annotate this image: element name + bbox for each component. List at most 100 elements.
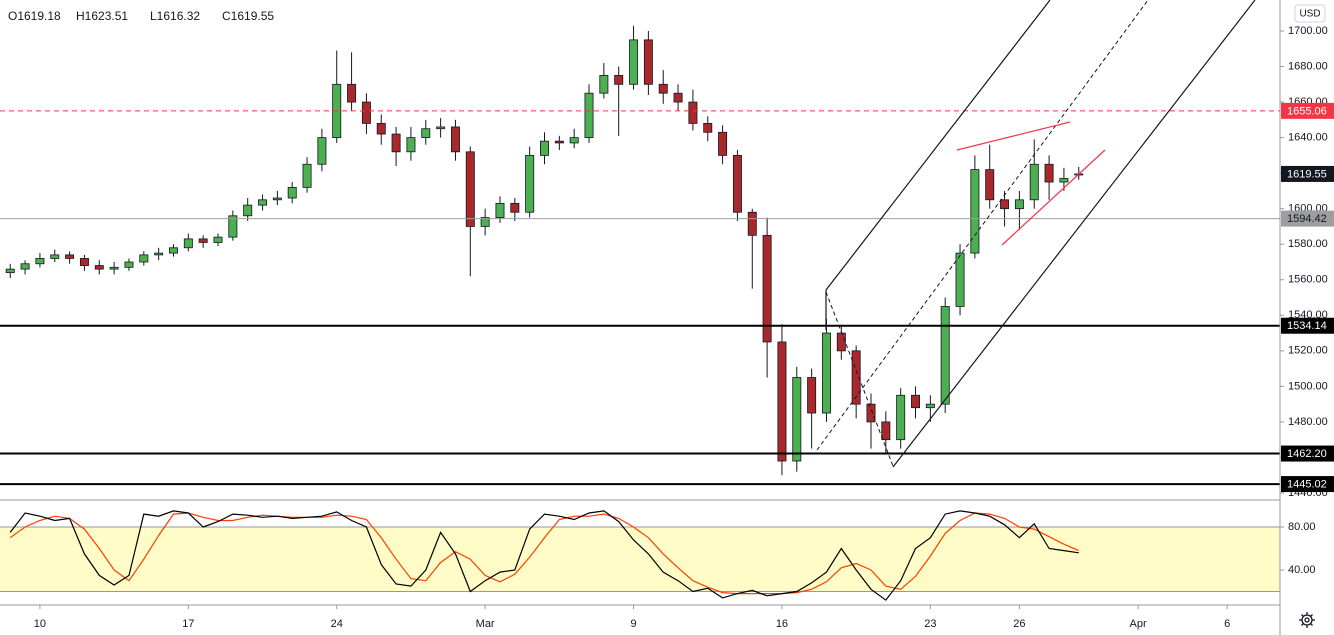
x-tick-label: 16	[776, 618, 788, 630]
candle-body	[50, 254, 60, 259]
x-tick-label: 23	[924, 618, 936, 630]
oscillator-panel	[0, 510, 1280, 601]
ohlc-legend: O1619.18 H1623.51 L1616.32 C1619.55	[8, 9, 274, 23]
price-badge-label: 1462.20	[1287, 448, 1327, 460]
channel-lower	[892, 0, 1256, 468]
x-tick-label: 10	[34, 618, 46, 630]
candle-body	[614, 75, 624, 85]
candle-body	[183, 238, 193, 249]
candle-body	[807, 377, 817, 414]
y-tick-label: 1500.00	[1288, 380, 1328, 392]
candle-body	[1014, 199, 1024, 210]
y-tick-label: 40.00	[1288, 564, 1316, 576]
candle-body	[658, 83, 668, 94]
candle-body	[391, 133, 401, 153]
price-badge-label: 1445.02	[1287, 478, 1327, 490]
candle-body	[718, 131, 728, 156]
candle-body	[213, 236, 223, 243]
candle-body	[1000, 199, 1010, 210]
candle-body	[866, 403, 876, 423]
candle-body	[569, 137, 579, 144]
candle-body	[302, 163, 312, 188]
wedge-upper	[956, 121, 1071, 151]
candle-body	[5, 268, 15, 274]
candle-body	[792, 377, 802, 462]
band	[0, 526, 1280, 592]
candle-body	[925, 403, 935, 409]
price-badge-label: 1534.14	[1287, 320, 1327, 332]
price-badge	[1281, 165, 1334, 182]
candle-body	[985, 169, 995, 201]
y-tick-label: 1700.00	[1288, 25, 1328, 37]
candle-body	[510, 202, 520, 213]
candle-body	[747, 211, 757, 236]
oscillator-line	[9, 510, 1079, 601]
x-tick-label: 26	[1013, 618, 1025, 630]
candle-body	[970, 169, 980, 254]
candle-body	[554, 140, 564, 144]
currency: USD	[1299, 9, 1320, 20]
price-badge	[1281, 210, 1334, 227]
candle-body	[777, 341, 787, 462]
candle-body	[732, 154, 742, 213]
candle-body	[317, 137, 327, 165]
candle-body	[599, 75, 609, 94]
candle-body	[821, 332, 831, 414]
candle-body	[258, 199, 268, 206]
candle-body	[940, 306, 950, 405]
y-tick-label: 80.00	[1288, 521, 1316, 533]
settings-icon[interactable]	[1299, 612, 1315, 628]
candle-body	[35, 258, 45, 265]
channel-upper	[825, 0, 1051, 291]
candle-body	[480, 217, 490, 227]
drawings	[816, 0, 1256, 468]
candle-body	[465, 151, 475, 227]
candle-body	[436, 126, 446, 130]
price-badge	[1281, 476, 1334, 493]
wedge-lower	[1001, 149, 1106, 246]
y-tick-label: 1680.00	[1288, 60, 1328, 72]
legend-high: H1623.51	[76, 9, 128, 23]
pitchfork-handle	[825, 291, 894, 467]
candle-body	[896, 394, 906, 441]
legend-open: O1619.18	[8, 9, 61, 23]
candle-body	[139, 254, 149, 263]
time-axis	[0, 605, 1280, 635]
price-badge-label: 1655.06	[1287, 105, 1327, 117]
candle-body	[851, 350, 861, 405]
y-tick-label: 1520.00	[1288, 345, 1328, 357]
candle-body	[450, 126, 460, 153]
candle-body	[1059, 178, 1069, 183]
candle-body	[673, 92, 683, 103]
x-tick-label: Apr	[1130, 618, 1147, 630]
price-badge-label: 1619.55	[1287, 168, 1327, 180]
axes: 101724Mar9162326Apr61440.001460.001480.0…	[34, 25, 1334, 630]
candle-body	[540, 140, 549, 156]
candle-body	[421, 128, 431, 139]
candle-body	[79, 258, 89, 266]
candle-body	[703, 122, 713, 133]
candle-body	[361, 101, 371, 124]
candle-body	[154, 252, 164, 256]
candle-body	[525, 154, 535, 213]
candle-body	[406, 137, 416, 153]
x-tick-label: Mar	[476, 618, 495, 630]
candle-body	[65, 254, 75, 259]
x-tick-label: 9	[630, 618, 636, 630]
candle-body	[911, 394, 920, 409]
y-tick-label: 1580.00	[1288, 238, 1328, 250]
y-tick-label: 1640.00	[1288, 132, 1328, 144]
price-badge	[1281, 102, 1334, 119]
x-tick-label: 24	[331, 618, 343, 630]
candle-body	[94, 265, 104, 270]
candle-body	[228, 215, 238, 238]
candle-body	[955, 252, 965, 307]
legend-low: L1616.32	[150, 9, 200, 23]
candle-body	[1044, 163, 1054, 183]
currency-badge[interactable]	[1294, 4, 1326, 23]
channel-median	[816, 0, 1149, 451]
candle-body	[109, 266, 119, 270]
legend-close: C1619.55	[222, 9, 274, 23]
